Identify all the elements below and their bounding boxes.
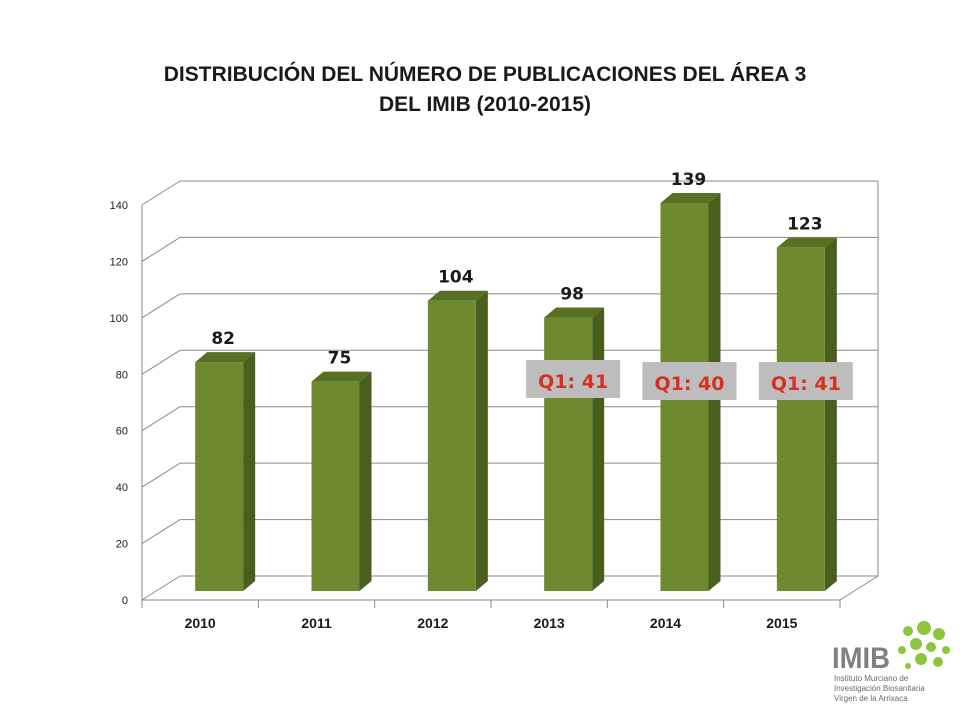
data-label: 104	[438, 268, 474, 288]
bar-top	[311, 371, 372, 382]
floor-right-edge	[839, 575, 879, 601]
chart-title: DISTRIBUCIÓN DEL NÚMERO DE PUBLICACIONES…	[60, 60, 910, 120]
chart-title-line-2: DEL IMIB (2010-2015)	[378, 93, 592, 116]
bar-side	[475, 290, 488, 591]
y-tick-label: 80	[116, 369, 128, 381]
x-tick-label: 2015	[766, 615, 797, 631]
bar-side	[592, 307, 605, 591]
gridline-depth	[141, 349, 181, 375]
logo-tagline-line-1: Instituto Murciano de	[834, 674, 909, 683]
bar-2015	[776, 247, 825, 591]
q1-annotation-text: Q1: 41	[538, 371, 608, 393]
gridline-depth	[141, 237, 181, 262]
logo-tagline-line-3: Virgen de la Arrixaca	[834, 694, 908, 703]
logo-wordmark: IMIB	[832, 642, 890, 675]
y-tick-label: 40	[116, 482, 128, 494]
y-tick-label: 60	[116, 426, 128, 438]
x-tick-label: 2011	[301, 615, 332, 631]
gridline-depth	[141, 406, 181, 432]
q1-annotation-box	[758, 362, 853, 400]
x-tick-label: 2014	[650, 615, 681, 631]
bar-top	[544, 307, 605, 318]
logo-tagline-line-2: Investigación Biosanitaria	[834, 684, 925, 693]
y-tick-label: 100	[110, 313, 128, 325]
bar-top	[427, 290, 488, 301]
bar-top	[195, 352, 256, 363]
data-label: 98	[560, 284, 584, 304]
y-tick-label: 0	[122, 595, 128, 607]
gridline-depth	[141, 519, 181, 544]
bar-side	[243, 352, 256, 591]
q1-annotation-text: Q1: 41	[771, 373, 841, 395]
bar-2010	[195, 362, 244, 591]
q1-annotation-box	[526, 360, 621, 398]
y-tick-label: 140	[110, 200, 128, 212]
bar-top	[660, 193, 721, 203]
bar-top	[776, 237, 837, 248]
y-tick-label: 120	[110, 256, 128, 268]
imib-logo: IMIB Instituto Murciano de Investigación…	[832, 621, 950, 703]
bar-2013	[544, 317, 593, 591]
bar-side	[824, 237, 837, 591]
x-tick-label: 2010	[185, 615, 216, 631]
gridline-depth	[141, 180, 181, 206]
gridline-depth	[141, 575, 181, 601]
data-label: 123	[787, 215, 823, 235]
gridline-depth	[141, 462, 181, 488]
y-tick-label: 20	[116, 539, 128, 551]
chart-title-line-1: DISTRIBUCIÓN DEL NÚMERO DE PUBLICACIONES…	[163, 63, 807, 86]
q1-annotation-box	[642, 362, 737, 400]
data-label: 82	[211, 329, 235, 349]
data-label: 75	[328, 349, 352, 369]
bar-side	[359, 371, 372, 591]
x-tick-label: 2012	[417, 615, 448, 631]
q1-annotation-text: Q1: 40	[654, 373, 724, 395]
bar-2012	[427, 300, 476, 591]
bar-2011	[311, 381, 360, 591]
gridline-depth	[141, 293, 181, 319]
logo-dots-icon	[898, 621, 950, 669]
x-tick-label: 2013	[534, 615, 565, 631]
data-label: 139	[671, 170, 707, 190]
